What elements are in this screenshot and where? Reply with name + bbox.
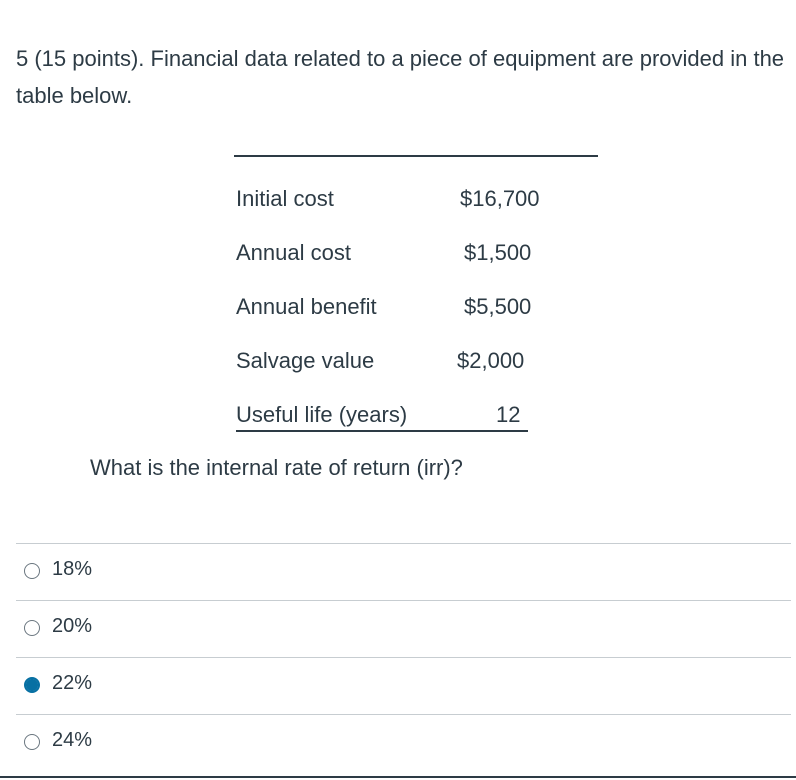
row-value: $1,500	[464, 240, 532, 265]
table-top-rule	[234, 155, 598, 157]
radio-button[interactable]	[24, 734, 40, 750]
row-label: Salvage value	[236, 348, 375, 373]
answer-list: 18% 20% 22% 24%	[16, 543, 791, 771]
row-label: Initial cost	[236, 186, 334, 211]
answer-option[interactable]: 22%	[16, 657, 791, 714]
row-label: Useful life (years)	[236, 402, 408, 427]
answer-label: 18%	[52, 558, 93, 580]
answer-label: 22%	[52, 672, 93, 694]
sub-question-text: What is the internal rate of return (irr…	[90, 455, 463, 480]
answer-option[interactable]: 20%	[16, 600, 791, 657]
bottom-divider	[0, 776, 796, 778]
row-value: $2,000	[457, 348, 525, 373]
question-text: 5 (15 points). Financial data related to…	[16, 46, 785, 108]
radio-button-selected[interactable]	[24, 677, 40, 693]
row-label: Annual cost	[236, 240, 351, 265]
row-value: 12	[496, 402, 521, 427]
radio-button[interactable]	[24, 620, 40, 636]
table-row: Useful life (years) 12	[236, 400, 528, 432]
row-label: Annual benefit	[236, 294, 377, 319]
radio-button[interactable]	[24, 563, 40, 579]
answer-option[interactable]: 18%	[16, 543, 791, 600]
answer-label: 20%	[52, 615, 93, 637]
answer-label: 24%	[52, 729, 93, 751]
row-value: $16,700	[460, 186, 540, 211]
answer-option[interactable]: 24%	[16, 714, 791, 771]
table-bottom-rule	[236, 400, 528, 432]
row-value: $5,500	[464, 294, 532, 319]
